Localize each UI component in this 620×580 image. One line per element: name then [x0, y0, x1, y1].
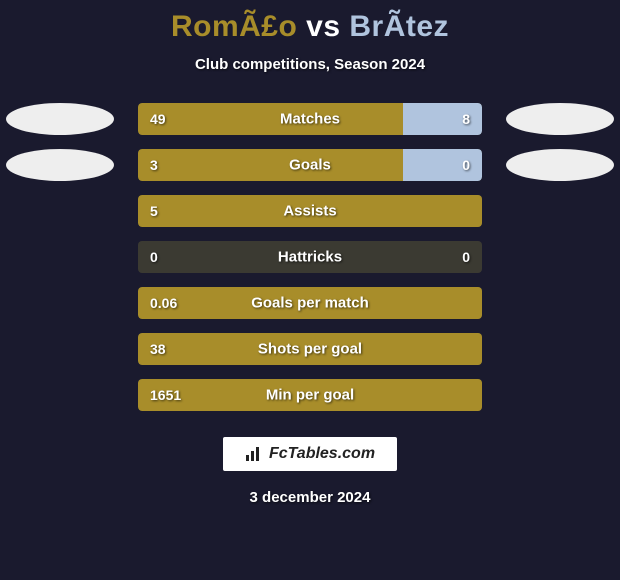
stat-value-right: 0	[462, 249, 470, 265]
spacer	[506, 333, 614, 365]
player1-badge	[6, 149, 114, 181]
bar-fill-right	[403, 103, 482, 135]
stats-list: 498Matches 30Goals 5Assists 0 0Hattricks 0.06…	[0, 103, 620, 411]
spacer	[506, 379, 614, 411]
player2-badge	[506, 103, 614, 135]
spacer	[6, 379, 114, 411]
bar-fill-left	[138, 195, 482, 227]
stat-bar: 498Matches	[138, 103, 482, 135]
stat-value-left: 0	[150, 249, 158, 265]
stat-row: 498Matches	[0, 103, 620, 135]
stat-bar: 30Goals	[138, 149, 482, 181]
title-player1: RomÃ£o	[171, 10, 297, 43]
spacer	[6, 195, 114, 227]
spacer	[506, 241, 614, 273]
stat-label: Hattricks	[138, 249, 482, 266]
stat-bar: 0 0Hattricks	[138, 241, 482, 273]
date-text: 3 december 2024	[250, 489, 371, 506]
spacer	[506, 287, 614, 319]
title-vs: vs	[306, 10, 340, 43]
stat-bar: 0.06Goals per match	[138, 287, 482, 319]
bar-fill-left	[138, 103, 403, 135]
bar-fill-left	[138, 333, 482, 365]
comparison-infographic: RomÃ£o vs BrÃ­tez Club competitions, Sea…	[0, 0, 620, 580]
page-title: RomÃ£o vs BrÃ­tez	[171, 10, 449, 44]
player1-badge	[6, 103, 114, 135]
stat-row: 0 0Hattricks	[0, 241, 620, 273]
stat-bar: 38Shots per goal	[138, 333, 482, 365]
bar-fill-left	[138, 287, 482, 319]
spacer	[6, 333, 114, 365]
stat-row: 1651Min per goal	[0, 379, 620, 411]
bar-chart-icon	[245, 446, 263, 462]
bar-fill-right	[403, 149, 482, 181]
spacer	[6, 287, 114, 319]
stat-bar: 1651Min per goal	[138, 379, 482, 411]
player2-badge	[506, 149, 614, 181]
subtitle: Club competitions, Season 2024	[195, 56, 425, 73]
brand-text: FcTables.com	[269, 445, 375, 463]
bar-fill-left	[138, 379, 482, 411]
spacer	[506, 195, 614, 227]
stat-bar: 5Assists	[138, 195, 482, 227]
brand-badge: FcTables.com	[223, 437, 397, 471]
stat-row: 5Assists	[0, 195, 620, 227]
title-player2: BrÃ­tez	[349, 10, 449, 43]
bar-fill-left	[138, 149, 403, 181]
stat-row: 38Shots per goal	[0, 333, 620, 365]
spacer	[6, 241, 114, 273]
stat-row: 30Goals	[0, 149, 620, 181]
stat-row: 0.06Goals per match	[0, 287, 620, 319]
